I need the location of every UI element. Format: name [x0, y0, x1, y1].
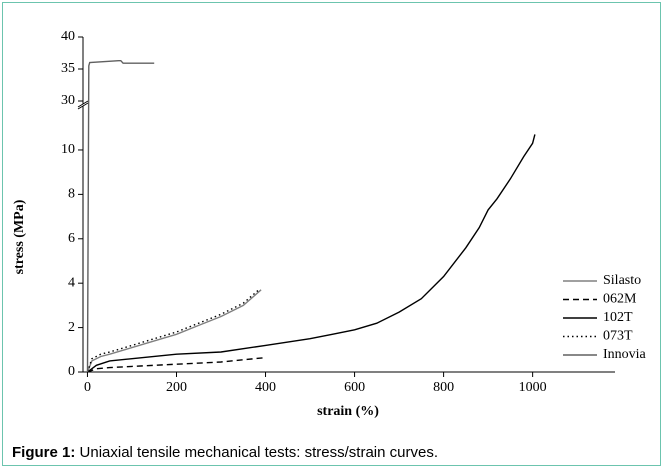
series-line [86, 60, 155, 373]
x-tick-label: 400 [255, 380, 276, 395]
y-tick-label: 30 [61, 93, 75, 108]
series-line [87, 134, 536, 373]
figure-frame [2, 2, 661, 466]
y-tick-label: 40 [61, 29, 75, 44]
caption-label: Figure 1: [12, 444, 75, 461]
y-tick-label: 8 [68, 187, 75, 202]
axis-break [77, 102, 89, 110]
caption-text: Uniaxial tensile mechanical tests: stres… [80, 444, 438, 461]
series-line [87, 356, 266, 373]
y-tick-label: 2 [68, 320, 75, 335]
series-line [86, 289, 260, 373]
y-tick-label: 4 [68, 275, 75, 290]
series-line [86, 289, 262, 373]
y-tick-label: 6 [68, 231, 75, 246]
y-axis-label: stress (MPa) [12, 199, 27, 274]
y-tick-label: 35 [61, 61, 75, 76]
axis-break [77, 100, 89, 108]
x-axis-label: strain (%) [317, 404, 379, 419]
x-tick-label: 800 [433, 380, 454, 395]
x-tick-label: 200 [166, 380, 187, 395]
y-tick-label: 10 [61, 142, 75, 157]
legend-label: 102T [603, 310, 633, 325]
x-tick-label: 600 [344, 380, 365, 395]
legend-label: Silasto [603, 273, 641, 288]
legend-label: Innovia [603, 347, 647, 362]
caption: Figure 1: Uniaxial tensile mechanical te… [12, 444, 438, 461]
x-tick-label: 1000 [519, 380, 547, 395]
y-tick-label: 0 [68, 364, 75, 379]
legend-label: 073T [603, 329, 633, 344]
x-tick-label: 0 [84, 380, 91, 395]
legend-label: 062M [603, 292, 637, 307]
